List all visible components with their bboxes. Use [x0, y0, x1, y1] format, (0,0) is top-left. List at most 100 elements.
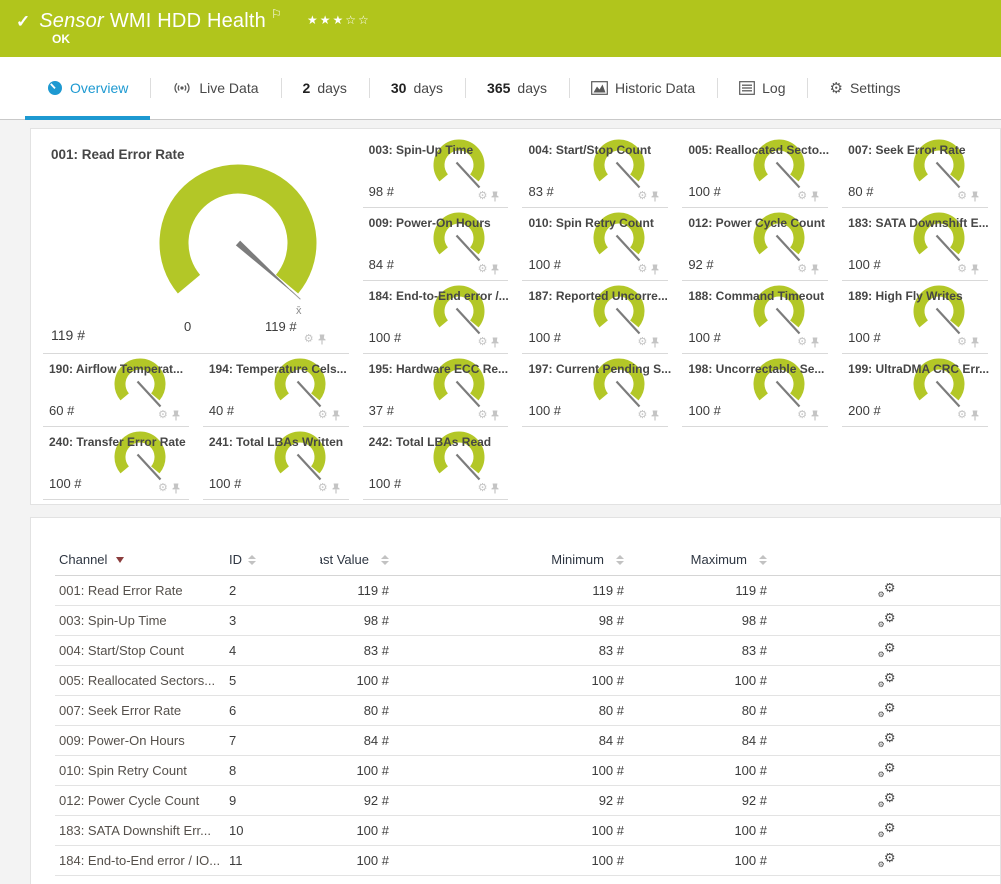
column-header-last-value[interactable]: Last Value — [320, 552, 393, 567]
channel-settings-gear-icon[interactable]: ⚙ — [637, 337, 647, 348]
tab-live-data[interactable]: Live Data — [150, 57, 280, 119]
pin-icon[interactable] — [171, 410, 181, 421]
gauge-cell[interactable]: 195: Hardware ECC Re... 37 # ⚙ — [363, 354, 509, 427]
channel-link[interactable]: 183: SATA Downshift Err... — [59, 823, 211, 838]
gauge-cell[interactable]: 188: Command Timeout 100 # ⚙ — [682, 281, 828, 354]
gauge-cell[interactable]: 012: Power Cycle Count 92 # ⚙ — [682, 208, 828, 281]
gauge-cell[interactable]: 240: Transfer Error Rate 100 # ⚙ — [43, 427, 189, 500]
pin-icon[interactable] — [490, 191, 500, 202]
pin-icon[interactable] — [810, 337, 820, 348]
gauge-cell[interactable]: 010: Spin Retry Count 100 # ⚙ — [522, 208, 668, 281]
channel-settings-gear-icon[interactable]: ⚙ — [797, 191, 807, 202]
priority-stars[interactable]: ★★★☆☆ — [307, 13, 371, 27]
channel-settings-gear-icon[interactable]: ⚙ — [797, 337, 807, 348]
gauge-cell[interactable]: 199: UltraDMA CRC Err... 200 # ⚙ — [842, 354, 988, 427]
gauge-cell[interactable]: 242: Total LBAs Read 100 # ⚙ — [363, 427, 509, 500]
channel-settings-gears-icon[interactable]: ⚙ ⚙ — [878, 853, 896, 869]
column-header-channel[interactable]: Channel — [55, 552, 225, 567]
channel-settings-gear-icon[interactable]: ⚙ — [957, 337, 967, 348]
pin-icon[interactable] — [490, 337, 500, 348]
pin-icon[interactable] — [490, 483, 500, 494]
flag-icon[interactable]: ⚐ — [271, 7, 282, 21]
channel-settings-gears-icon[interactable]: ⚙ ⚙ — [878, 763, 896, 779]
channel-settings-gear-icon[interactable]: ⚙ — [478, 337, 488, 348]
pin-icon[interactable] — [317, 334, 327, 345]
pin-icon[interactable] — [331, 483, 341, 494]
channel-link[interactable]: 184: End-to-End error / IO... — [59, 853, 220, 868]
gauge-cell[interactable]: 003: Spin-Up Time 98 # ⚙ — [363, 135, 509, 208]
channel-settings-gears-icon[interactable]: ⚙ ⚙ — [878, 673, 896, 689]
gauge-cell[interactable]: 197: Current Pending S... 100 # ⚙ — [522, 354, 668, 427]
pin-icon[interactable] — [650, 264, 660, 275]
pin-icon[interactable] — [650, 191, 660, 202]
channel-settings-gear-icon[interactable]: ⚙ — [797, 264, 807, 275]
tab-overview[interactable]: Overview — [25, 57, 150, 119]
gauge-cell[interactable]: 004: Start/Stop Count 83 # ⚙ — [522, 135, 668, 208]
channel-settings-gear-icon[interactable]: ⚙ — [478, 410, 488, 421]
channel-settings-gear-icon[interactable]: ⚙ — [637, 264, 647, 275]
channel-link[interactable]: 004: Start/Stop Count — [59, 643, 184, 658]
channel-settings-gears-icon[interactable]: ⚙ ⚙ — [878, 703, 896, 719]
channel-settings-gears-icon[interactable]: ⚙ ⚙ — [878, 793, 896, 809]
gauge-cell-primary[interactable]: 001: Read Error Rate x̄ 0 119 # 119 # ⚙ — [43, 135, 349, 354]
gauge-cell[interactable]: 183: SATA Downshift E... 100 # ⚙ — [842, 208, 988, 281]
tab-historic-data[interactable]: Historic Data — [569, 57, 717, 119]
channel-settings-gears-icon[interactable]: ⚙ ⚙ — [878, 613, 896, 629]
pin-icon[interactable] — [810, 410, 820, 421]
channel-link[interactable]: 007: Seek Error Rate — [59, 703, 181, 718]
channel-settings-gear-icon[interactable]: ⚙ — [637, 410, 647, 421]
channel-settings-gear-icon[interactable]: ⚙ — [318, 410, 328, 421]
column-header-minimum[interactable]: Minimum — [393, 552, 628, 567]
channel-settings-gear-icon[interactable]: ⚙ — [158, 483, 168, 494]
channel-settings-gear-icon[interactable]: ⚙ — [957, 410, 967, 421]
tab-365-days[interactable]: 365 days — [465, 57, 569, 119]
pin-icon[interactable] — [810, 191, 820, 202]
channel-link[interactable]: 009: Power-On Hours — [59, 733, 185, 748]
channel-link[interactable]: 001: Read Error Rate — [59, 583, 183, 598]
pin-icon[interactable] — [970, 191, 980, 202]
pin-icon[interactable] — [970, 264, 980, 275]
column-header-id[interactable]: ID — [225, 552, 320, 567]
gauge-cell[interactable]: 189: High Fly Writes 100 # ⚙ — [842, 281, 988, 354]
channel-settings-gear-icon[interactable]: ⚙ — [957, 191, 967, 202]
channel-settings-gear-icon[interactable]: ⚙ — [158, 410, 168, 421]
channel-link[interactable]: 012: Power Cycle Count — [59, 793, 199, 808]
channel-settings-gear-icon[interactable]: ⚙ — [957, 264, 967, 275]
tab-log[interactable]: Log — [717, 57, 807, 119]
pin-icon[interactable] — [970, 337, 980, 348]
pin-icon[interactable] — [331, 410, 341, 421]
channel-settings-gears-icon[interactable]: ⚙ ⚙ — [878, 733, 896, 749]
channel-settings-gears-icon[interactable]: ⚙ ⚙ — [878, 823, 896, 839]
pin-icon[interactable] — [490, 410, 500, 421]
channel-settings-gear-icon[interactable]: ⚙ — [478, 191, 488, 202]
tab-30-days[interactable]: 30 days — [369, 57, 465, 119]
channel-settings-gear-icon[interactable]: ⚙ — [478, 483, 488, 494]
channel-link[interactable]: 010: Spin Retry Count — [59, 763, 187, 778]
pin-icon[interactable] — [810, 264, 820, 275]
tab-2-days[interactable]: 2 days — [281, 57, 369, 119]
gauge-cell[interactable]: 005: Reallocated Secto... 100 # ⚙ — [682, 135, 828, 208]
channel-link[interactable]: 005: Reallocated Sectors... — [59, 673, 215, 688]
channel-settings-gear-icon[interactable]: ⚙ — [637, 191, 647, 202]
pin-icon[interactable] — [650, 410, 660, 421]
gauge-cell[interactable]: 009: Power-On Hours 84 # ⚙ — [363, 208, 509, 281]
channel-settings-gears-icon[interactable]: ⚙ ⚙ — [878, 643, 896, 659]
gauge-cell[interactable]: 184: End-to-End error /... 100 # ⚙ — [363, 281, 509, 354]
gauge-cell[interactable]: 190: Airflow Temperat... 60 # ⚙ — [43, 354, 189, 427]
pin-icon[interactable] — [970, 410, 980, 421]
column-header-maximum[interactable]: Maximum — [628, 552, 771, 567]
gauge-cell[interactable]: 241: Total LBAs Written 100 # ⚙ — [203, 427, 349, 500]
channel-settings-gears-icon[interactable]: ⚙ ⚙ — [878, 583, 896, 599]
channel-settings-gear-icon[interactable]: ⚙ — [318, 483, 328, 494]
pin-icon[interactable] — [171, 483, 181, 494]
channel-settings-gear-icon[interactable]: ⚙ — [478, 264, 488, 275]
channel-settings-gear-icon[interactable]: ⚙ — [797, 410, 807, 421]
pin-icon[interactable] — [490, 264, 500, 275]
gauge-cell[interactable]: 194: Temperature Cels... 40 # ⚙ — [203, 354, 349, 427]
gauge-cell[interactable]: 198: Uncorrectable Se... 100 # ⚙ — [682, 354, 828, 427]
gauge-cell[interactable]: 007: Seek Error Rate 80 # ⚙ — [842, 135, 988, 208]
tab-settings[interactable]: ⚙ Settings — [807, 57, 922, 119]
channel-link[interactable]: 003: Spin-Up Time — [59, 613, 167, 628]
pin-icon[interactable] — [650, 337, 660, 348]
gauge-cell[interactable]: 187: Reported Uncorre... 100 # ⚙ — [522, 281, 668, 354]
